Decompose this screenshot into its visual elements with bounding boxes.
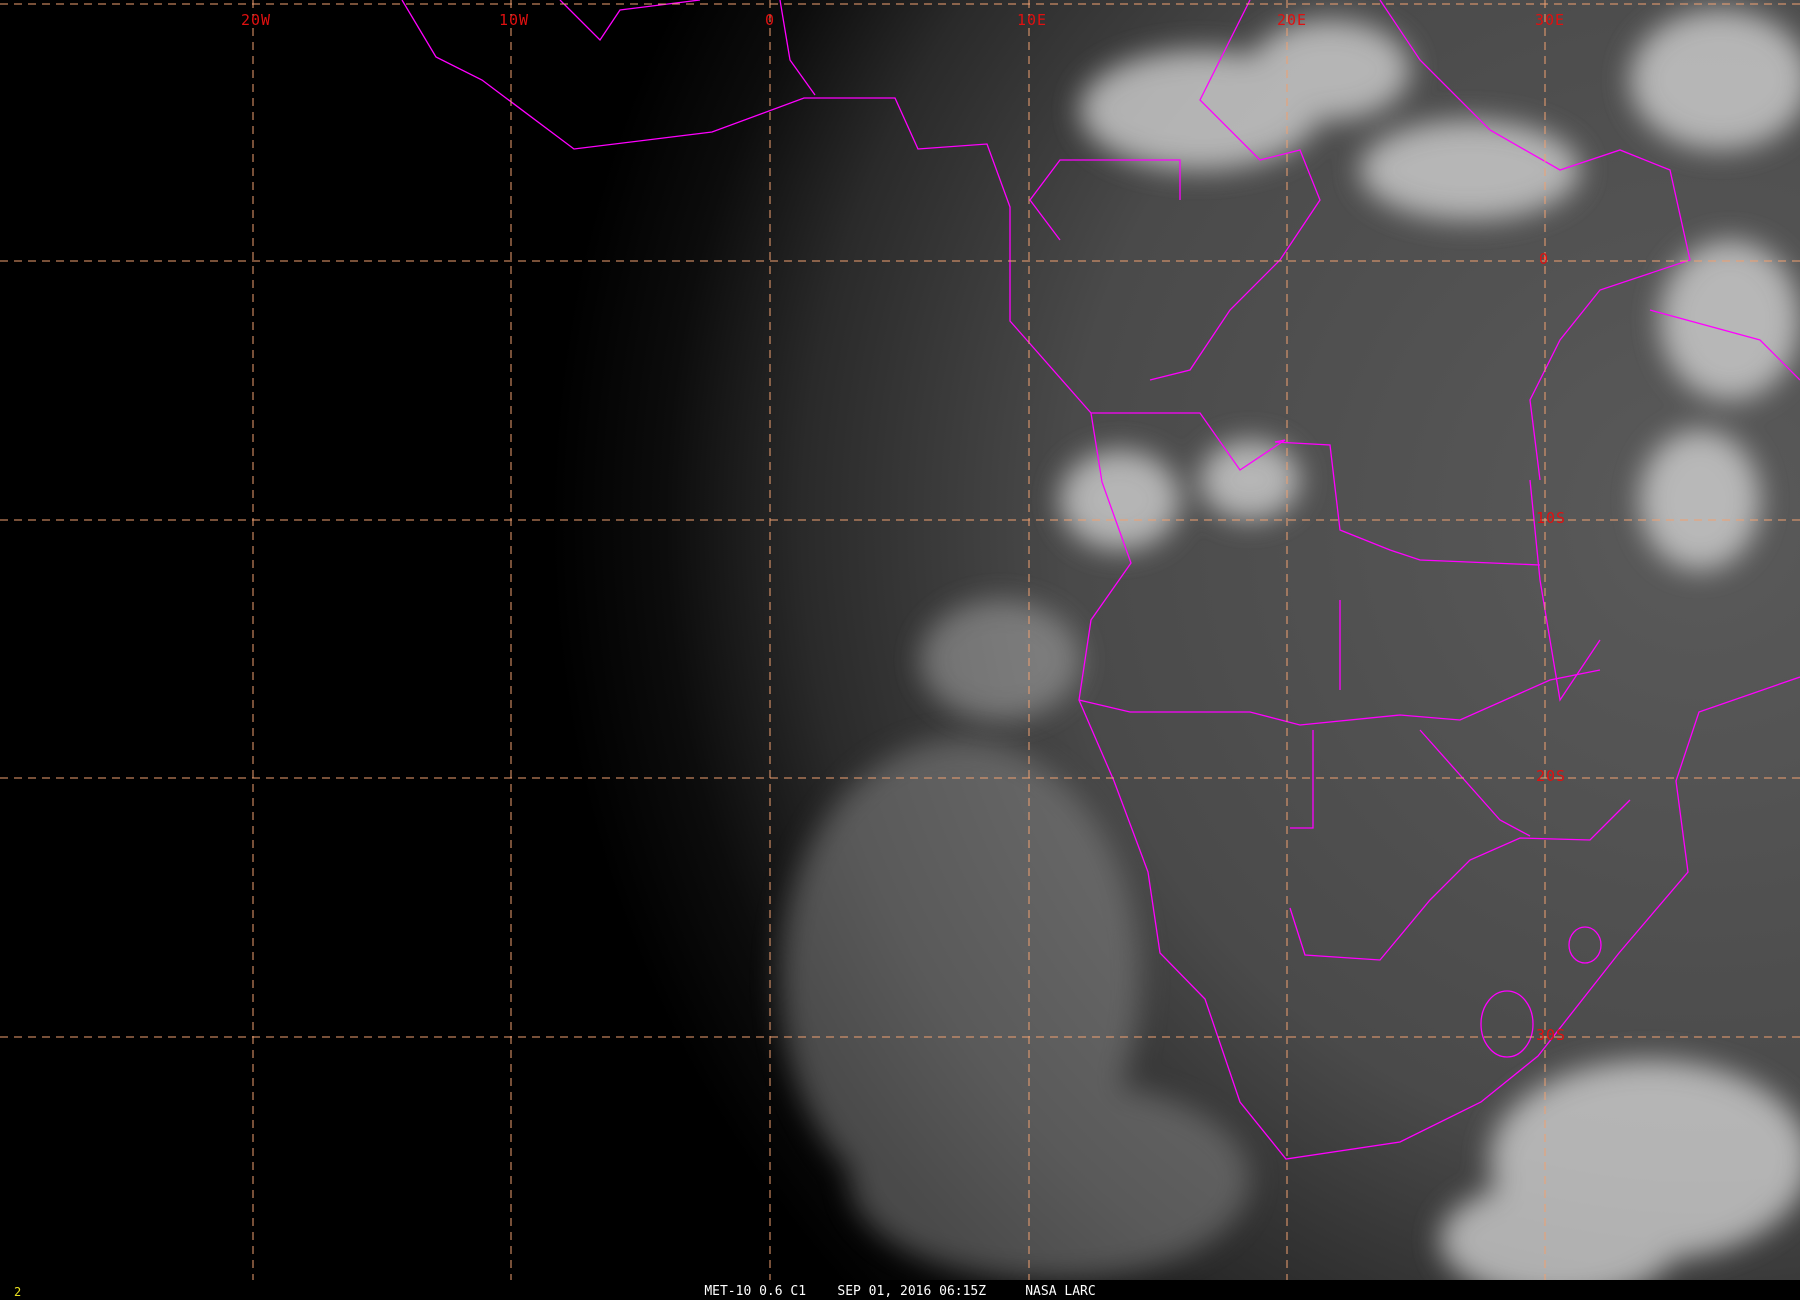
lat-label-30s: 30S bbox=[1535, 1026, 1567, 1044]
border-line bbox=[1289, 799, 1631, 961]
ocean-stratocumulus bbox=[780, 740, 1250, 1280]
cloud-cover bbox=[920, 10, 1800, 1300]
border-line bbox=[779, 0, 816, 96]
lon-label-30e: 30E bbox=[1534, 11, 1566, 29]
caption-source: NASA LARC bbox=[1025, 1284, 1096, 1299]
frame-number: 2 bbox=[14, 1285, 22, 1299]
lon-label-20w: 20W bbox=[240, 11, 272, 29]
border-line bbox=[1078, 669, 1601, 726]
border-line bbox=[559, 0, 701, 42]
caption-datetime: SEP 01, 2016 06:15Z bbox=[837, 1284, 987, 1299]
border-line bbox=[1091, 412, 1541, 566]
border-line bbox=[1029, 159, 1181, 241]
coastline-africa bbox=[401, 0, 1800, 1160]
border-line bbox=[1290, 730, 1314, 829]
caption-bar bbox=[0, 1280, 1800, 1300]
caption-satellite: MET-10 0.6 C1 bbox=[704, 1284, 807, 1299]
lon-label-10e: 10E bbox=[1016, 11, 1048, 29]
lat-label-0: 0 bbox=[1538, 250, 1550, 268]
border-line bbox=[1149, 0, 1321, 381]
country-borders bbox=[401, 0, 1800, 1160]
border-line bbox=[1379, 0, 1691, 481]
lon-label-10w: 10W bbox=[498, 11, 530, 29]
lon-label-20e: 20E bbox=[1276, 11, 1308, 29]
border-line bbox=[1529, 479, 1601, 702]
border-line bbox=[1649, 309, 1800, 381]
border-lesotho bbox=[1480, 990, 1534, 1058]
image-caption: MET-10 0.6 C1 SEP 01, 2016 06:15Z NASA L… bbox=[0, 1284, 1800, 1300]
lat-label-10s: 10S bbox=[1535, 509, 1567, 527]
border-line bbox=[1419, 729, 1531, 837]
lon-label-0: 0 bbox=[764, 11, 776, 29]
border-eswatini bbox=[1568, 926, 1602, 964]
lat-label-20s: 20S bbox=[1535, 767, 1567, 785]
